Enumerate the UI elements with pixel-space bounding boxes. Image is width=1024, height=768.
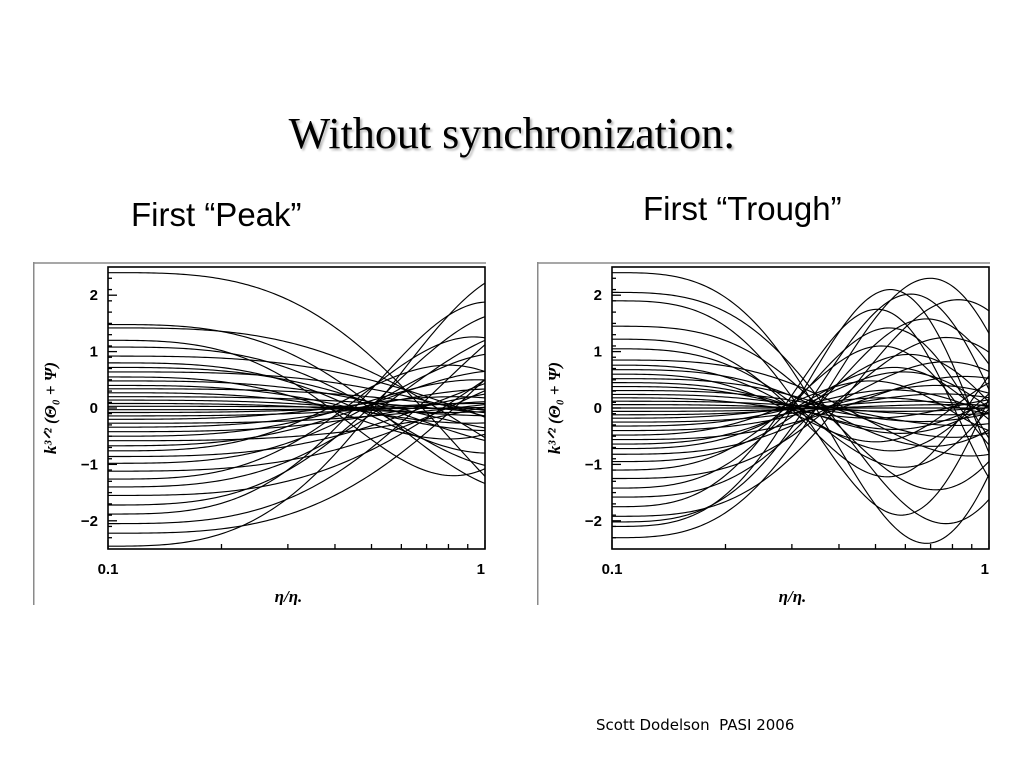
- series-line-2: [108, 323, 485, 484]
- series-line-24: [612, 389, 989, 427]
- series-line-26: [612, 380, 989, 436]
- series-line-24: [108, 388, 485, 428]
- series-line-23: [612, 393, 989, 423]
- y-axis-label: k³ᐟ² (Θ₀ + Ψ): [545, 362, 564, 454]
- y-tick-label: 0: [594, 400, 602, 417]
- x-tick-label: 1: [477, 561, 485, 578]
- series-line-27: [612, 375, 989, 441]
- series-line-35: [108, 379, 485, 496]
- y-tick-label: 1: [90, 344, 98, 361]
- chart-first-peak: 2 1 0 −1 −2 0.1 1 η/η. k³ᐟ² (Θ₀ + Ψ): [33, 262, 486, 605]
- series-line-36: [108, 316, 485, 506]
- y-tick-label: 0: [90, 400, 98, 417]
- chart-first-peak-svg: 2 1 0 −1 −2 0.1 1 η/η. k³ᐟ² (Θ₀ + Ψ): [33, 262, 486, 605]
- series-line-33: [612, 336, 989, 480]
- y-axis-label: k³ᐟ² (Θ₀ + Ψ): [41, 362, 60, 454]
- series-line-40: [108, 282, 485, 547]
- series-line-5: [612, 338, 989, 478]
- series-line-30: [612, 361, 989, 455]
- series-line-13: [108, 388, 485, 412]
- y-tick-label: 1: [594, 344, 602, 361]
- series-line-29: [108, 364, 485, 452]
- y-tick-label: −2: [81, 513, 98, 530]
- axes-group: 2 1 0 −1 −2 0.1 1 η/η. k³ᐟ² (Θ₀ + Ψ): [545, 266, 990, 605]
- series-line-40: [612, 277, 989, 539]
- series-line-23: [108, 403, 485, 424]
- series-line-38: [612, 293, 989, 523]
- series-group: [612, 272, 989, 544]
- series-line-3: [108, 327, 485, 439]
- series-line-36: [612, 308, 989, 508]
- series-line-14: [612, 389, 989, 427]
- series-line-37: [108, 301, 485, 515]
- y-tick-label: 2: [594, 287, 602, 304]
- series-line-7: [612, 359, 989, 457]
- series-line-25: [612, 384, 989, 432]
- series-line-6: [108, 355, 485, 418]
- series-group: [108, 272, 485, 547]
- footer-credit: Scott Dodelson PASI 2006: [596, 716, 795, 734]
- series-line-29: [612, 366, 989, 450]
- panel-label-trough: First “Trough”: [643, 190, 842, 227]
- series-line-10: [108, 376, 485, 440]
- panel-label-peak: First “Peak”: [131, 196, 302, 233]
- series-line-2: [612, 291, 989, 525]
- series-line-7: [108, 362, 485, 454]
- axes-group: 2 1 0 −1 −2 0.1 1 η/η. k³ᐟ² (Θ₀ + Ψ): [41, 266, 486, 605]
- series-line-31: [612, 353, 989, 463]
- series-line-34: [108, 339, 485, 488]
- series-line-37: [612, 299, 989, 517]
- series-line-11: [108, 380, 485, 429]
- series-line-13: [612, 385, 989, 431]
- chart-first-trough: 2 1 0 −1 −2 0.1 1 η/η. k³ᐟ² (Θ₀ + Ψ): [537, 262, 990, 605]
- series-line-4: [612, 325, 989, 491]
- series-line-11: [612, 378, 989, 438]
- x-tick-label: 1: [981, 561, 989, 578]
- series-line-33: [108, 336, 485, 480]
- series-line-9: [108, 371, 485, 417]
- x-axis-label: η/η.: [779, 587, 807, 605]
- y-tick-label: −2: [585, 513, 602, 530]
- series-line-12: [108, 384, 485, 432]
- series-line-39: [612, 289, 989, 528]
- x-tick-label: 0.1: [602, 561, 623, 578]
- series-line-19: [108, 406, 485, 411]
- series-line-28: [108, 370, 485, 447]
- series-line-21: [108, 401, 485, 417]
- chart-first-trough-svg: 2 1 0 −1 −2 0.1 1 η/η. k³ᐟ² (Θ₀ + Ψ): [537, 262, 990, 605]
- series-line-20: [108, 402, 485, 414]
- series-line-34: [612, 327, 989, 489]
- series-line-35: [612, 318, 989, 498]
- series-line-39: [108, 379, 485, 534]
- series-line-31: [108, 353, 485, 464]
- y-tick-label: 2: [90, 287, 98, 304]
- slide-title: Without synchronization:: [288, 109, 736, 158]
- series-line-22: [108, 396, 485, 420]
- series-line-32: [108, 390, 485, 472]
- x-axis-label: η/η.: [275, 587, 303, 605]
- y-tick-label: −1: [81, 456, 98, 473]
- series-line-27: [108, 406, 485, 442]
- y-tick-label: −1: [585, 456, 602, 473]
- series-line-25: [108, 393, 485, 433]
- series-line-38: [108, 344, 485, 525]
- series-line-30: [108, 382, 485, 458]
- x-tick-label: 0.1: [98, 561, 119, 578]
